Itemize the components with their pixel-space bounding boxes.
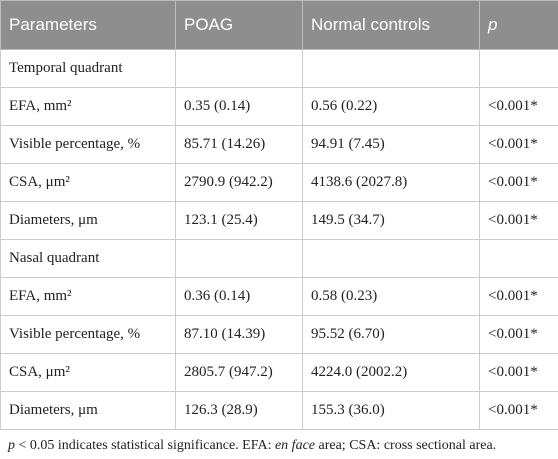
row-label: CSA, μm² xyxy=(0,163,176,202)
table-row: EFA, mm² 0.36 (0.14) 0.58 (0.23) <0.001* xyxy=(0,277,558,316)
table-row: CSA, μm² 2790.9 (942.2) 4138.6 (2027.8) <0.… xyxy=(0,163,558,202)
cell: 87.10 (14.39) xyxy=(175,315,303,354)
empty-cell xyxy=(479,49,558,88)
table-body: Temporal quadrant EFA, mm² 0.35 (0.14) 0.56… xyxy=(0,49,558,430)
row-label: Diameters, μm xyxy=(0,391,176,430)
table-row: Diameters, μm 123.1 (25.4) 149.5 (34.7) <0.… xyxy=(0,201,558,240)
cell: <0.001* xyxy=(479,391,558,430)
cell: 4224.0 (2002.2) xyxy=(302,353,480,392)
cell: 126.3 (28.9) xyxy=(175,391,303,430)
cell: 2790.9 (942.2) xyxy=(175,163,303,202)
empty-cell xyxy=(302,49,480,88)
cell: 95.52 (6.70) xyxy=(302,315,480,354)
cell: 0.36 (0.14) xyxy=(175,277,303,316)
cell: <0.001* xyxy=(479,201,558,240)
header-cell: Parameters xyxy=(0,0,176,50)
row-label: EFA, mm² xyxy=(0,87,176,126)
row-label: Visible percentage, % xyxy=(0,125,176,164)
row-label: Temporal quadrant xyxy=(0,49,176,88)
row-label: Diameters, μm xyxy=(0,201,176,240)
footnote-part: p xyxy=(8,438,15,453)
table-row: Visible percentage, % 87.10 (14.39) 95.52 … xyxy=(0,315,558,354)
row-label: CSA, μm² xyxy=(0,353,176,392)
table-row: Temporal quadrant xyxy=(0,49,558,88)
cell: <0.001* xyxy=(479,353,558,392)
table-row: Visible percentage, % 85.71 (14.26) 94.91 … xyxy=(0,125,558,164)
row-label: Visible percentage, % xyxy=(0,315,176,354)
footnote-part: en face xyxy=(274,438,315,453)
table-row: CSA, μm² 2805.7 (947.2) 4224.0 (2002.2) <0.… xyxy=(0,353,558,392)
row-label: EFA, mm² xyxy=(0,277,176,316)
cell: 85.71 (14.26) xyxy=(175,125,303,164)
table-row: EFA, mm² 0.35 (0.14) 0.56 (0.22) <0.001* xyxy=(0,87,558,126)
footnote-part: area; CSA: cross sectional area. xyxy=(315,438,497,453)
footnote-part: < 0.05 indicates statistical significanc… xyxy=(15,438,275,453)
row-label: Nasal quadrant xyxy=(0,239,176,278)
cell: <0.001* xyxy=(479,87,558,126)
empty-cell xyxy=(175,239,303,278)
cell: <0.001* xyxy=(479,277,558,316)
cell: <0.001* xyxy=(479,315,558,354)
cell: 4138.6 (2027.8) xyxy=(302,163,480,202)
header-cell: p xyxy=(479,0,558,50)
header-cell: Normal controls xyxy=(302,0,480,50)
empty-cell xyxy=(302,239,480,278)
cell: 0.35 (0.14) xyxy=(175,87,303,126)
data-table: Parameters POAG Normal controls p Temporal … xyxy=(0,0,558,430)
cell: 2805.7 (947.2) xyxy=(175,353,303,392)
header-row: Parameters POAG Normal controls p xyxy=(0,0,558,50)
table-row: Nasal quadrant xyxy=(0,239,558,278)
empty-cell xyxy=(175,49,303,88)
empty-cell xyxy=(479,239,558,278)
table-row: Diameters, μm 126.3 (28.9) 155.3 (36.0) <0.… xyxy=(0,391,558,430)
cell: 149.5 (34.7) xyxy=(302,201,480,240)
cell: 123.1 (25.4) xyxy=(175,201,303,240)
footnote: p < 0.05 indicates statistical significa… xyxy=(0,430,558,454)
cell: 155.3 (36.0) xyxy=(302,391,480,430)
cell: 0.56 (0.22) xyxy=(302,87,480,126)
cell: 94.91 (7.45) xyxy=(302,125,480,164)
cell: <0.001* xyxy=(479,163,558,202)
header-cell: POAG xyxy=(175,0,303,50)
cell: 0.58 (0.23) xyxy=(302,277,480,316)
cell: <0.001* xyxy=(479,125,558,164)
